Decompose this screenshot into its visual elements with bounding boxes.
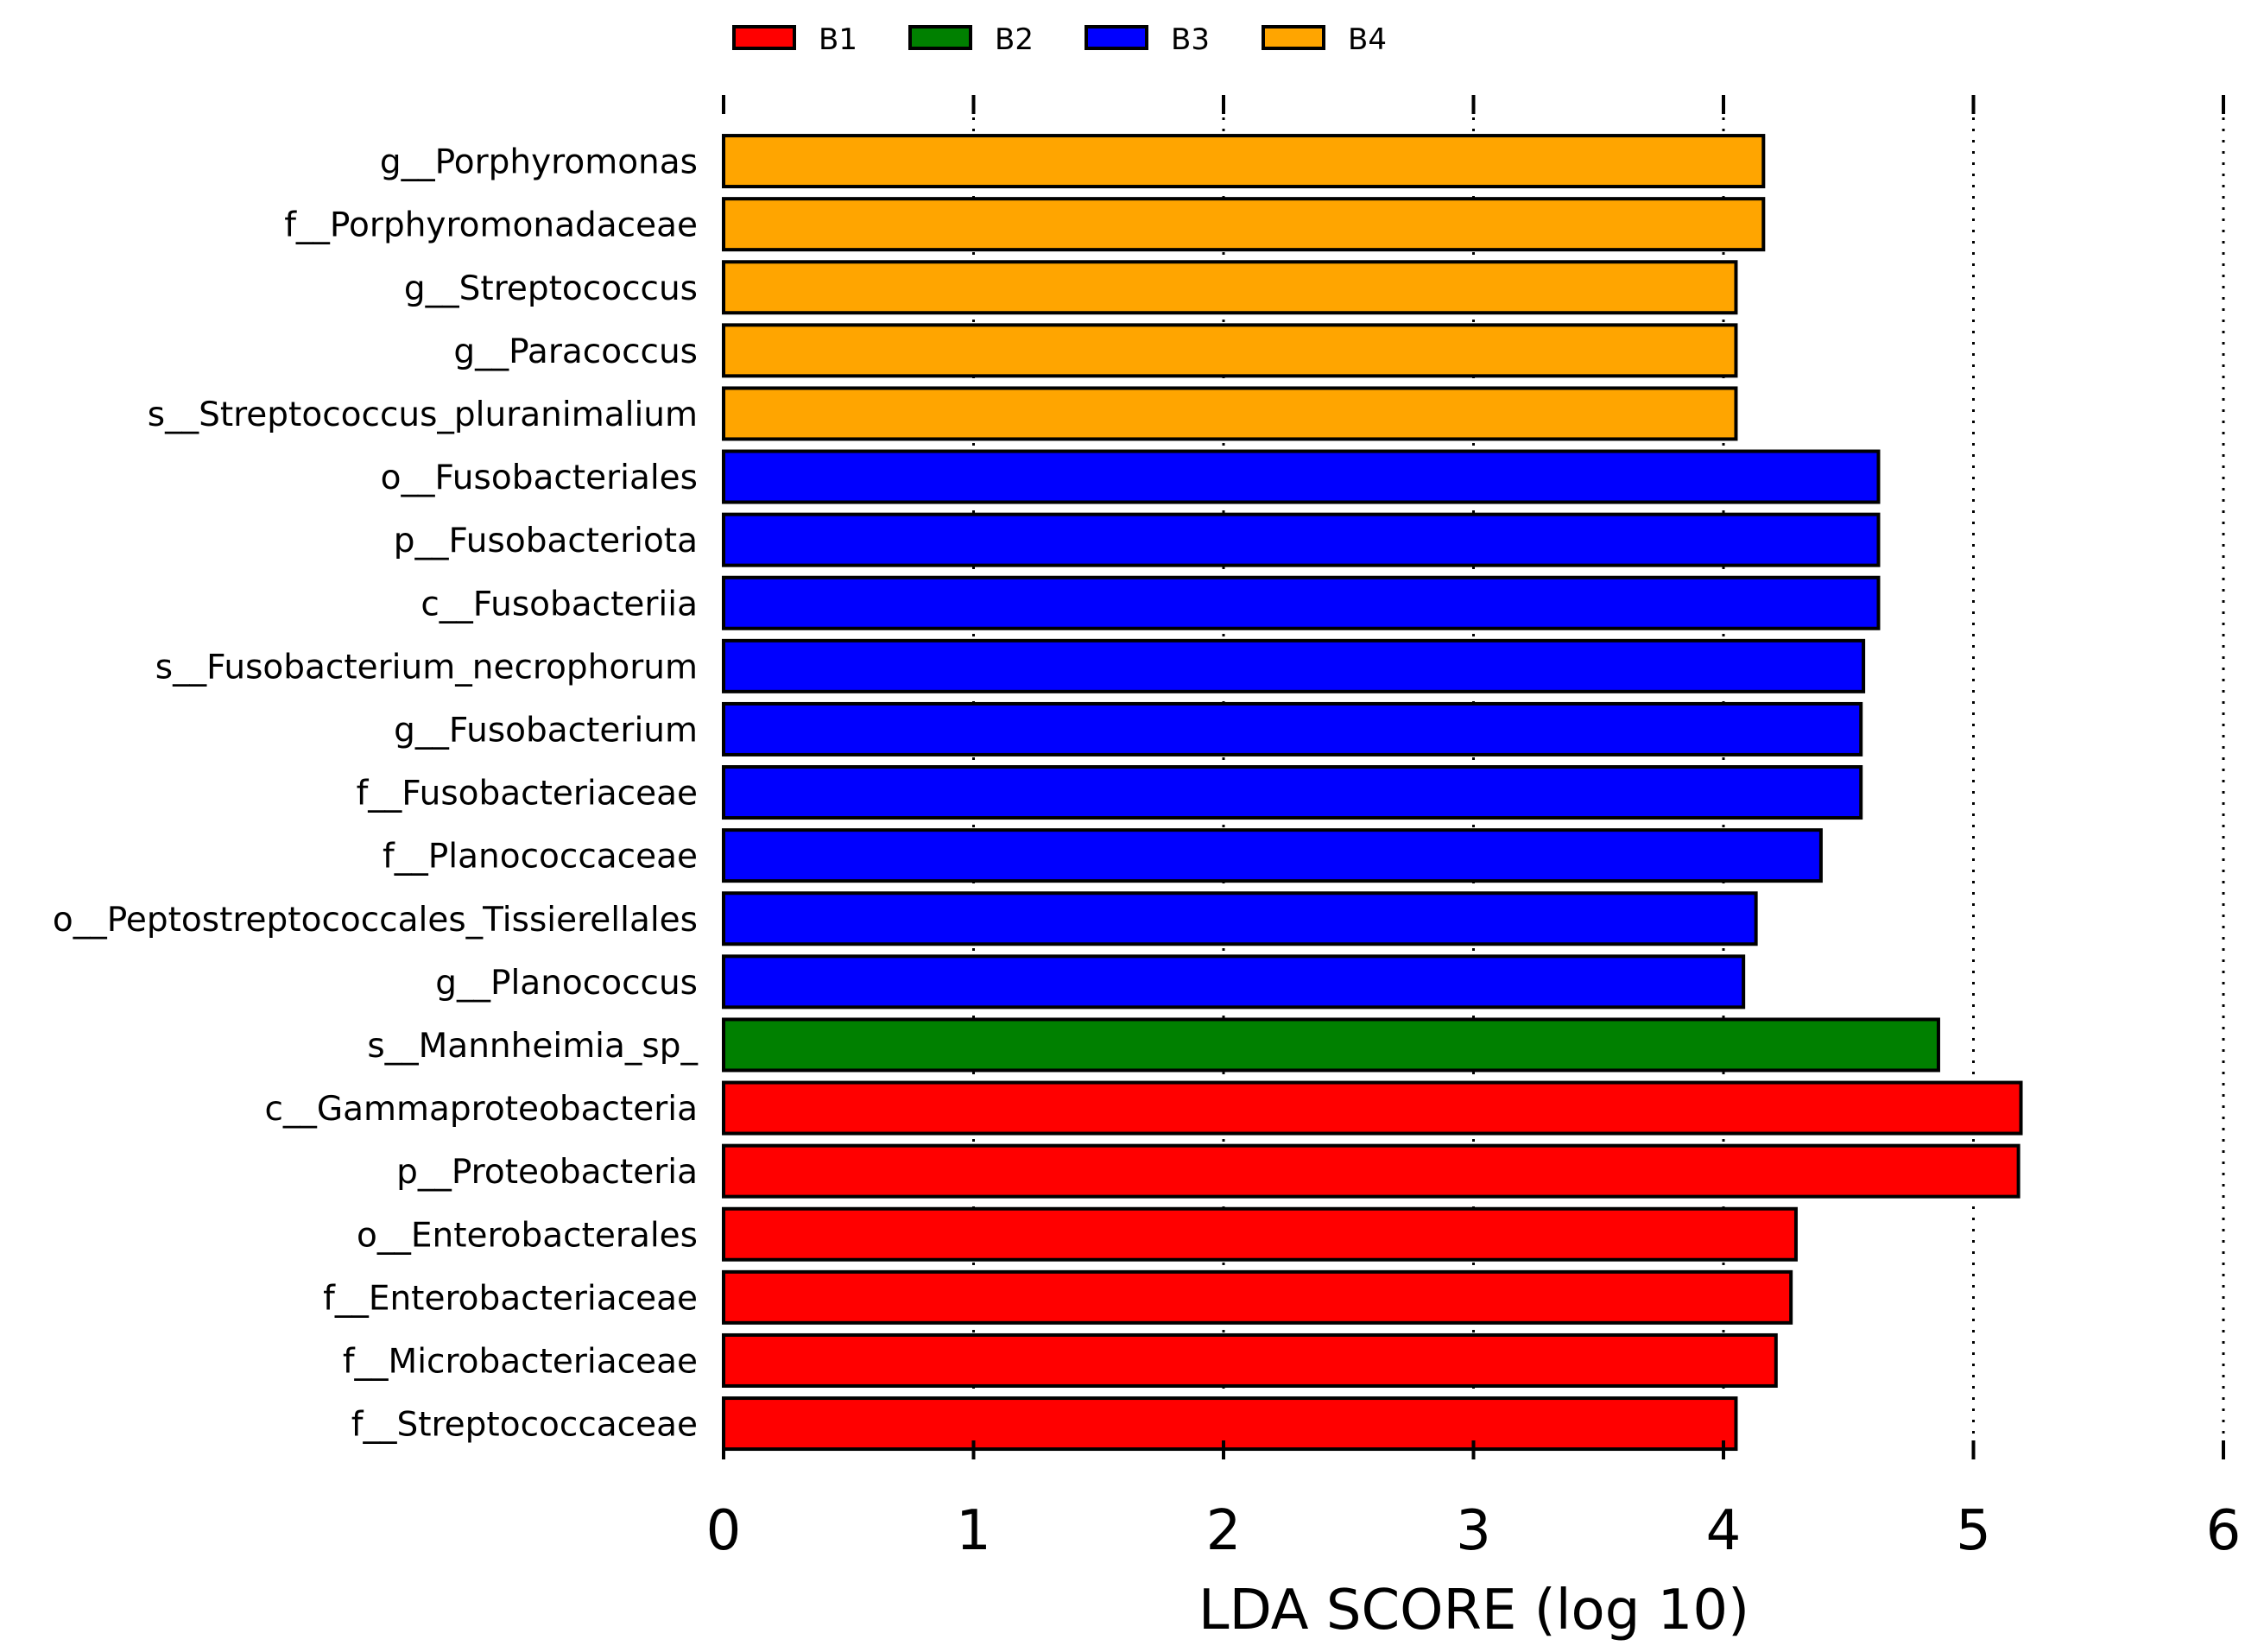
category-label: o__Peptostreptococcales_Tissierellales [53,901,698,940]
category-label: c__Fusobacteriia [421,585,698,623]
category-label: s__Streptococcus_pluranimalium [148,396,698,434]
category-label: s__Mannheimia_sp_ [367,1027,698,1066]
legend-label-b4: B4 [1348,22,1387,57]
legend-swatch-b4 [1262,25,1325,50]
category-label: p__Fusobacteriota [394,522,698,560]
legend: B1 B2 B3 B4 [732,22,1387,57]
x-tick-label-1: 1 [956,1499,991,1563]
category-label: g__Fusobacterium [394,711,698,750]
x-tick-label-0: 0 [706,1499,742,1563]
x-tick-label-4: 4 [1706,1499,1742,1563]
category-label: g__Paracoccus [453,332,698,371]
bar-f__Fusobacteriaceae [722,765,1863,820]
bar-g__Porphyromonas [722,134,1766,189]
category-label: f__Planococcaceae [383,838,698,877]
legend-label-b1: B1 [819,22,857,57]
legend-label-b2: B2 [995,22,1034,57]
category-label: f__Porphyromonadaceae [284,206,698,245]
bar-p__Proteobacteria [722,1143,2021,1199]
bar-o__Peptostreptococcales_Tissierellales [722,891,1758,946]
x-tick-label-2: 2 [1206,1499,1242,1563]
bar-c__Gammaproteobacteria [722,1080,2023,1136]
category-label: f__Enterobacteriaceae [323,1279,698,1318]
category-label: o__Fusobacteriales [381,459,698,497]
x-tick-label-3: 3 [1456,1499,1491,1563]
bar-f__Streptococcaceae [722,1396,1738,1452]
bar-f__Microbacteriaceae [722,1332,1778,1388]
x-axis-title: LDA SCORE (log 10) [1198,1579,1749,1643]
bar-s__Mannheimia_sp_ [722,1017,1940,1073]
legend-swatch-b1 [732,25,796,50]
category-label: s__Fusobacterium_necrophorum [155,648,698,687]
category-label: f__Microbacteriaceae [343,1342,698,1381]
category-label: o__Enterobacterales [357,1216,698,1255]
bar-s__Streptococcus_pluranimalium [722,386,1738,441]
bar-f__Enterobacteriaceae [722,1269,1793,1325]
category-label: c__Gammaproteobacteria [264,1090,698,1129]
legend-swatch-b3 [1085,25,1148,50]
bar-g__Fusobacterium [722,701,1863,756]
category-label: f__Streptococcaceae [351,1406,698,1445]
legend-swatch-b2 [908,25,972,50]
bar-g__Streptococcus [722,260,1738,315]
bar-o__Fusobacteriales [722,449,1881,504]
bar-f__Porphyromonadaceae [722,197,1766,252]
category-label: f__Fusobacteriaceae [357,775,698,813]
bar-p__Fusobacteriota [722,512,1881,567]
x-tick-label-6: 6 [2206,1499,2242,1563]
category-labels: g__Porphyromonas f__Porphyromonadaceae g__… [53,143,699,1445]
bar-g__Planococcus [722,954,1746,1010]
category-label: g__Porphyromonas [380,143,698,182]
legend-label-b3: B3 [1171,22,1210,57]
category-label: g__Planococcus [435,964,698,1003]
category-label: p__Proteobacteria [396,1153,698,1192]
category-label: g__Streptococcus [404,269,698,308]
x-tick-label-5: 5 [1956,1499,1991,1563]
bar-o__Enterobacterales [722,1206,1798,1262]
bar-g__Paracoccus [722,323,1738,378]
x-axis: 0 1 2 3 4 5 6 [706,95,2242,1563]
bar-s__Fusobacterium_necrophorum [722,638,1866,693]
bar-c__Fusobacteriia [722,575,1881,630]
bar-f__Planococcaceae [722,828,1823,883]
bars [722,134,2023,1452]
